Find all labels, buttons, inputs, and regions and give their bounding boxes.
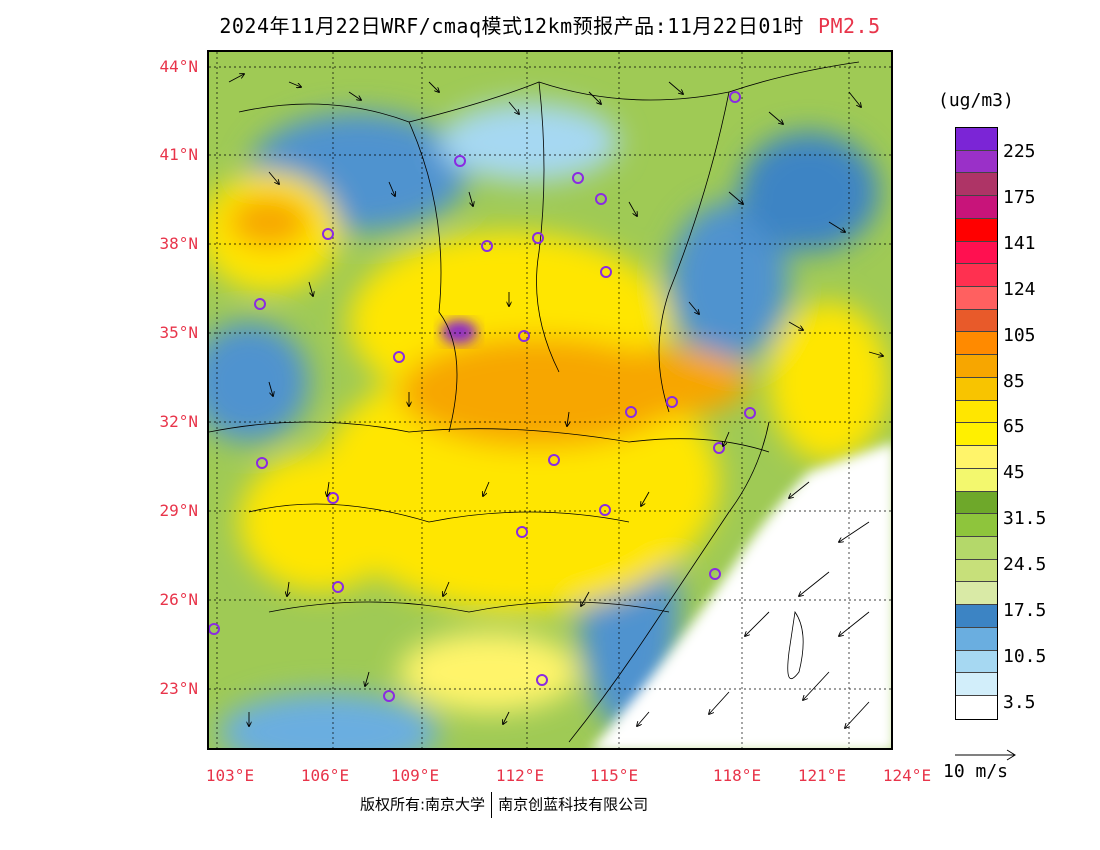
colorbar-tick-label: 31.5 [1003, 508, 1047, 530]
lat-label: 29°N [159, 501, 198, 520]
colorbar-tick-label: 17.5 [1003, 600, 1047, 621]
forecast-map [207, 50, 893, 750]
colorbar-tick-label: 3.5 [1003, 691, 1036, 713]
colorbar-unit: (ug/m3) [938, 90, 1014, 111]
copyright-footer: 版权所有:南京大学 南京创蓝科技有限公司 [360, 792, 648, 818]
copyright-right: 南京创蓝科技有限公司 [498, 795, 649, 814]
colorbar-swatch [956, 446, 997, 469]
footer-separator [491, 792, 493, 818]
colorbar-swatch [956, 468, 997, 492]
colorbar-tick-label: 10.5 [1003, 645, 1047, 667]
colorbar-swatch [956, 287, 997, 310]
colorbar-swatch [956, 241, 997, 265]
colorbar-swatch [956, 673, 997, 696]
lon-label: 112°E [495, 766, 545, 785]
lat-label: 41°N [159, 145, 198, 164]
colorbar-tick-label: 225 [1003, 141, 1036, 162]
colorbar-tick-label: 124 [1003, 278, 1036, 300]
colorbar-swatch [956, 128, 997, 151]
province-borders [209, 61, 860, 743]
vector-reference-label: 10 m/s [943, 761, 1009, 782]
colorbar-swatch [956, 309, 997, 333]
lat-label: 35°N [159, 323, 198, 342]
colorbar-swatch [956, 400, 997, 424]
lon-label: 124°E [882, 766, 932, 785]
colorbar-tick-label: 85 [1003, 370, 1025, 392]
colorbar-swatch [956, 173, 997, 197]
copyright-left: 版权所有:南京大学 [360, 795, 486, 814]
colorbar-swatch [956, 150, 997, 174]
colorbar-swatch [956, 559, 997, 583]
lon-label: 121°E [797, 766, 847, 785]
colorbar [955, 127, 998, 720]
colorbar-tick-label: 141 [1003, 232, 1036, 254]
colorbar-swatch [956, 582, 997, 606]
lon-label: 115°E [589, 766, 639, 785]
colorbar-swatch [956, 218, 997, 242]
lat-label: 44°N [159, 57, 198, 76]
lat-label: 26°N [159, 590, 198, 609]
variable-label: PM2.5 [817, 14, 881, 38]
colorbar-swatch [956, 491, 997, 515]
colorbar-swatch [956, 423, 997, 447]
colorbar-tick-label: 65 [1003, 416, 1025, 438]
map-canvas [209, 52, 891, 748]
colorbar-swatch [956, 332, 997, 356]
colorbar-swatch [956, 377, 997, 401]
map-title: 2024年11月22日WRF/cmaq模式12km预报产品:11月22日01时 P… [0, 10, 1100, 39]
colorbar-swatch [956, 650, 997, 674]
lon-label: 106°E [300, 766, 350, 785]
lat-label: 32°N [159, 412, 198, 431]
wind-vectors [228, 74, 883, 728]
lon-label: 103°E [205, 766, 255, 785]
title-text: 2024年11月22日WRF/cmaq模式12km预报产品:11月22日01时 [219, 14, 804, 38]
reference-arrow-icon [955, 749, 1016, 761]
vector-reference: 10 m/s [943, 749, 1016, 782]
colorbar-swatch [956, 514, 997, 537]
colorbar-swatch [956, 196, 997, 219]
lon-label: 118°E [712, 766, 762, 785]
colorbar-tick-label: 24.5 [1003, 554, 1047, 576]
colorbar-swatch [956, 695, 997, 719]
colorbar-swatch [956, 627, 997, 651]
ocean-area [592, 443, 891, 748]
lat-label: 38°N [159, 234, 198, 253]
lat-label: 23°N [159, 679, 198, 698]
colorbar-swatch [956, 355, 997, 378]
colorbar-tick-label: 105 [1003, 324, 1036, 346]
lon-label: 109°E [390, 766, 440, 785]
colorbar-tick-label: 175 [1003, 186, 1036, 208]
colorbar-swatch [956, 536, 997, 560]
station-markers [209, 91, 756, 702]
colorbar-swatch [956, 264, 997, 288]
colorbar-swatch [956, 605, 997, 628]
pollution-hotspot [441, 320, 477, 344]
colorbar-tick-label: 45 [1003, 462, 1025, 484]
grid-lines [209, 52, 891, 748]
